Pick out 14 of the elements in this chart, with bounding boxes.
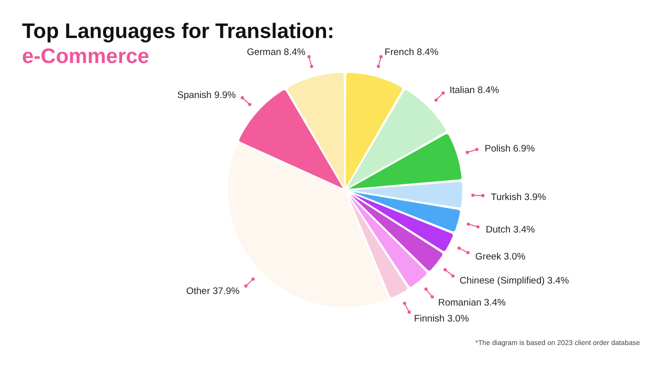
slice-label: Italian 8.4% (449, 84, 500, 96)
slice-label: Greek 3.0% (475, 251, 526, 262)
chart-title: Top Languages for Translation: (22, 20, 334, 43)
slice-label: Romanian 3.4% (438, 298, 506, 309)
slice-label: Dutch 3.4% (486, 224, 536, 236)
slice-label: French 8.4% (384, 46, 439, 58)
slice-label: Polish 6.9% (484, 144, 536, 155)
slice-label: Finnish 3.0% (414, 313, 470, 324)
slice-label: German 8.4% (246, 46, 306, 58)
chart-subtitle: e-Commerce (22, 45, 150, 68)
slice-label: Spanish 9.9% (177, 90, 236, 101)
slice-label: Other 37.9% (186, 286, 240, 298)
slice-label: Turkish 3.9% (490, 192, 547, 203)
slice-label: Chinese (Simplified) 3.4% (460, 276, 570, 287)
